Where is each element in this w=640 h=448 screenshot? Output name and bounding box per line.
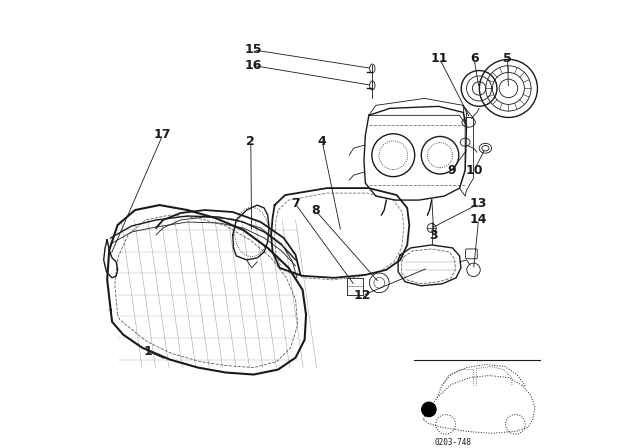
Text: 14: 14 [470, 213, 487, 226]
Text: 11: 11 [431, 52, 449, 65]
Text: 17: 17 [154, 128, 172, 141]
Text: 9: 9 [447, 164, 456, 177]
Text: 4: 4 [318, 135, 326, 148]
Text: 1: 1 [143, 345, 152, 358]
Text: 7: 7 [291, 198, 300, 211]
Text: 15: 15 [244, 43, 262, 56]
Text: 12: 12 [354, 289, 371, 302]
Text: 0203-748: 0203-748 [434, 438, 471, 447]
Text: 3: 3 [429, 228, 438, 241]
Text: 16: 16 [244, 59, 262, 72]
Text: 6: 6 [470, 52, 478, 65]
Circle shape [422, 402, 436, 417]
Text: 2: 2 [246, 135, 255, 148]
Text: 5: 5 [503, 52, 512, 65]
Text: 13: 13 [470, 198, 487, 211]
Text: 8: 8 [311, 204, 320, 217]
Text: 10: 10 [465, 164, 483, 177]
